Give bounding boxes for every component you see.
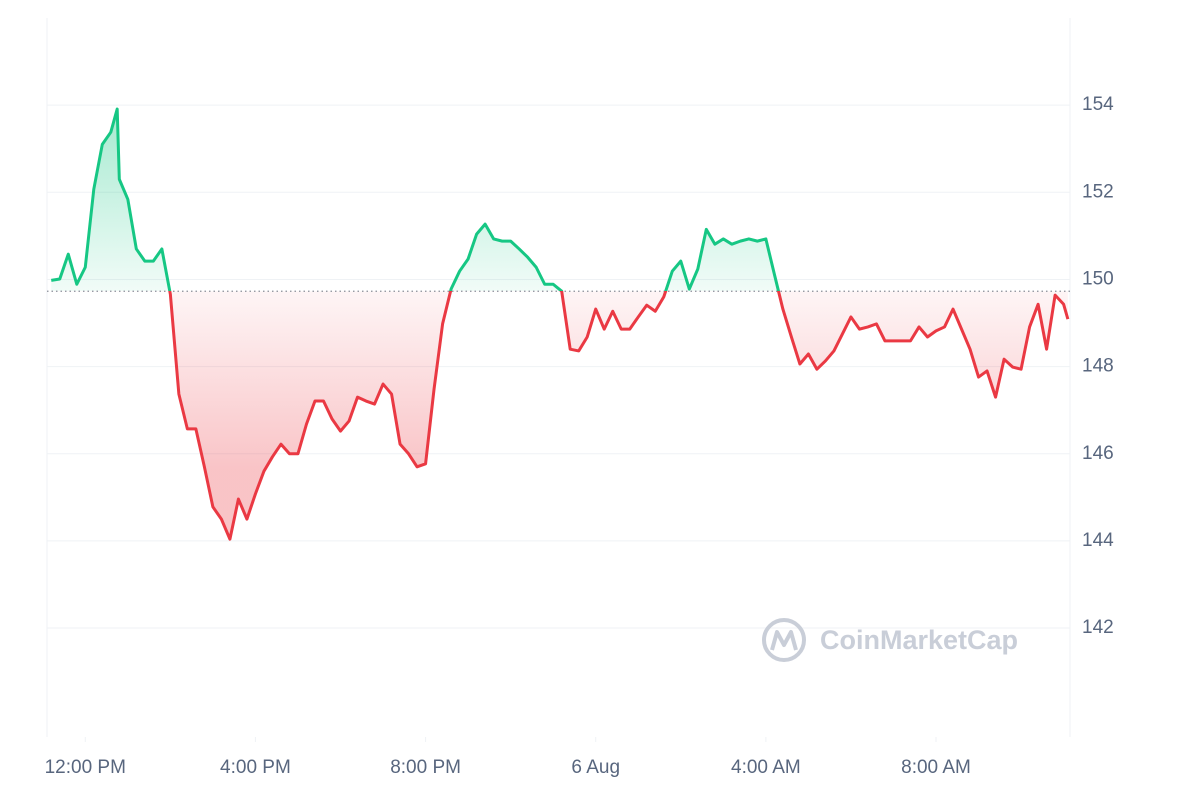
watermark-logo (762, 618, 806, 662)
watermark: CoinMarketCap (762, 618, 1018, 662)
y-tick-label: 146 (1082, 443, 1114, 464)
price-area (51, 109, 1068, 540)
x-tick-label: 6 Aug (571, 757, 620, 778)
plot (47, 107, 1070, 541)
y-tick-label: 148 (1082, 356, 1114, 377)
y-tick-label: 142 (1082, 617, 1114, 638)
x-tick-label: 8:00 PM (390, 757, 461, 778)
x-tick-label: 8:00 AM (901, 757, 971, 778)
watermark-text: CoinMarketCap (820, 625, 1018, 655)
y-tick-label: 150 (1082, 268, 1114, 289)
y-tick-label: 144 (1082, 530, 1114, 551)
y-tick-label: 152 (1082, 181, 1114, 202)
x-tick-label: 12:00 PM (45, 757, 126, 778)
watermark-logo-mark (770, 630, 798, 651)
price-line (51, 107, 1070, 541)
x-tick-label: 4:00 AM (731, 757, 801, 778)
x-tick-label: 4:00 PM (220, 757, 291, 778)
y-tick-label: 154 (1082, 94, 1114, 115)
